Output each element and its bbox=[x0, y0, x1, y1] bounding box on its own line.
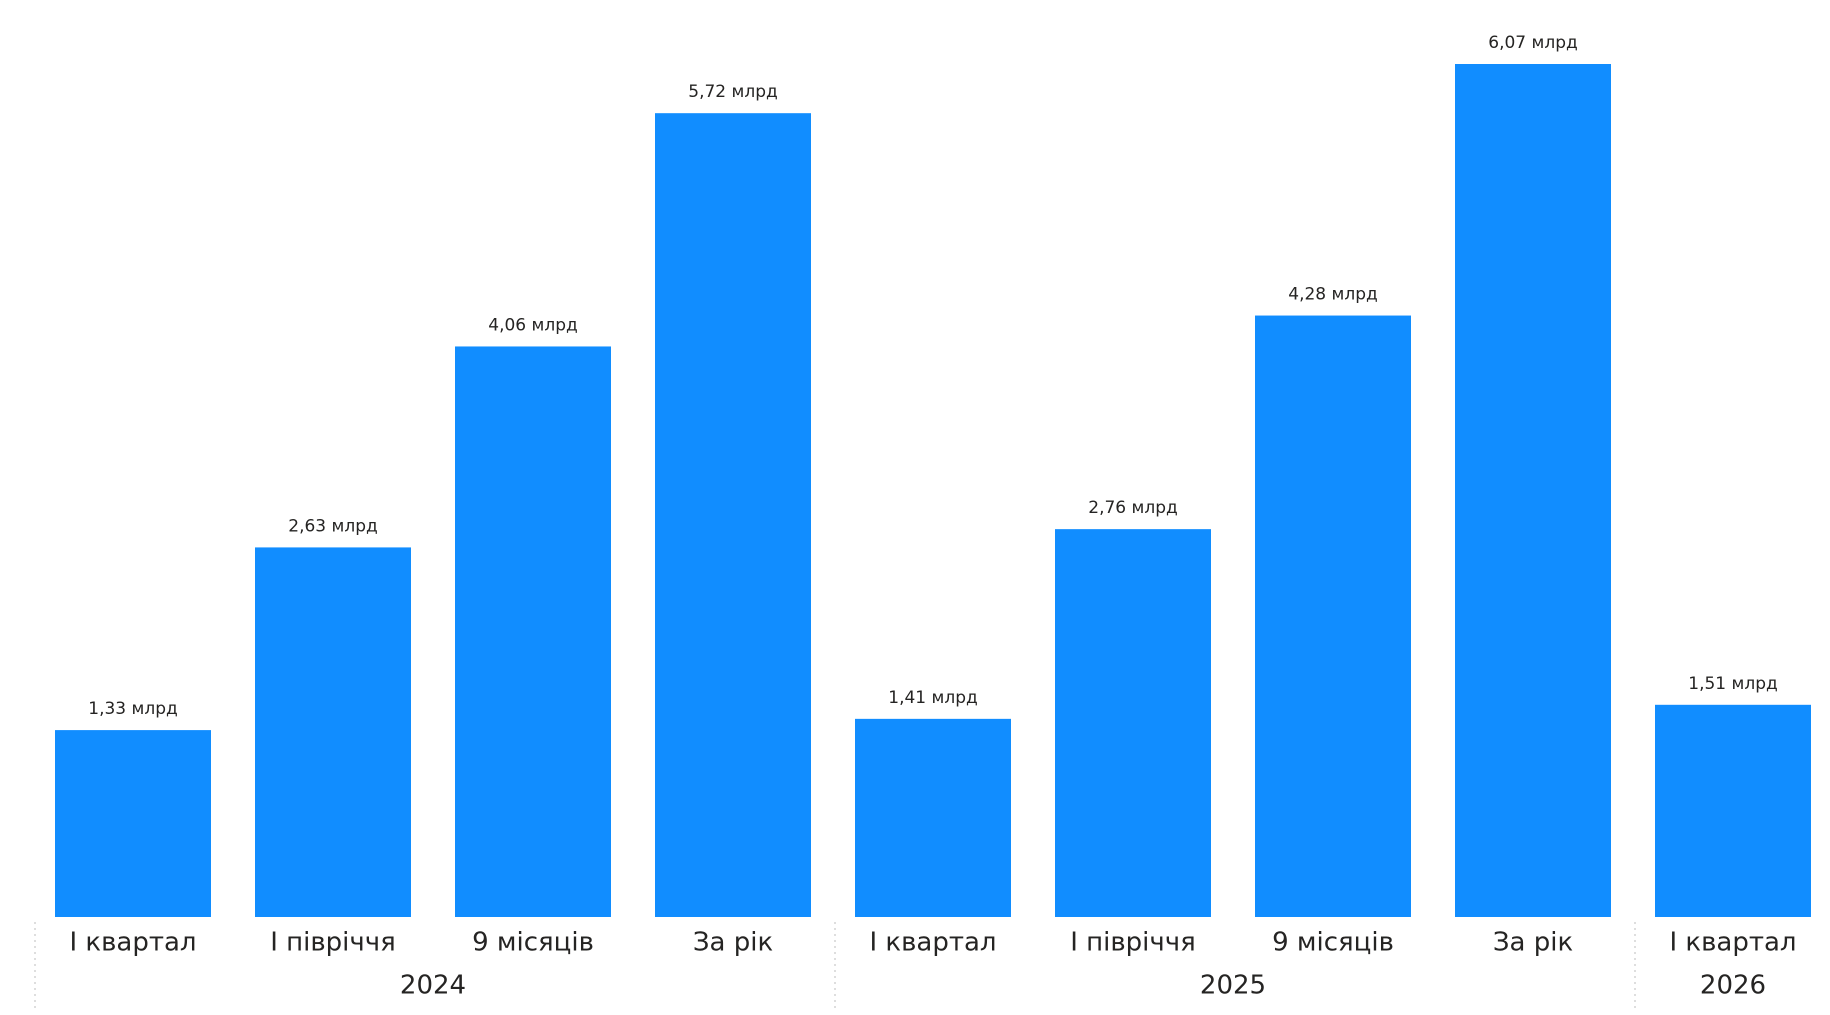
x-tick-label: I квартал bbox=[69, 928, 196, 958]
value-label: 6,07 млрд bbox=[1488, 33, 1578, 53]
value-label: 1,41 млрд bbox=[888, 688, 978, 708]
x-tick-label: За рік bbox=[693, 928, 773, 958]
value-label: 1,33 млрд bbox=[88, 699, 178, 719]
value-label: 4,06 млрд bbox=[488, 315, 578, 335]
group-label: 2025 bbox=[1200, 971, 1266, 1001]
value-label: 5,72 млрд bbox=[688, 82, 778, 102]
bar bbox=[655, 113, 811, 918]
group-label: 2026 bbox=[1700, 971, 1766, 1001]
x-tick-label: I півріччя bbox=[1070, 928, 1196, 958]
bar bbox=[255, 547, 411, 917]
x-tick-label: I півріччя bbox=[270, 928, 396, 958]
x-tick-label: За рік bbox=[1493, 928, 1573, 958]
value-label: 2,63 млрд bbox=[288, 516, 378, 536]
bar bbox=[1455, 64, 1611, 917]
bar bbox=[1655, 704, 1811, 917]
bar bbox=[1255, 315, 1411, 917]
x-tick-label: I квартал bbox=[1669, 928, 1796, 958]
x-tick-label: 9 місяців bbox=[1272, 928, 1394, 958]
value-label: 1,51 млрд bbox=[1688, 674, 1778, 694]
group-label: 2024 bbox=[400, 971, 466, 1001]
x-tick-label: 9 місяців bbox=[472, 928, 594, 958]
bar bbox=[55, 730, 211, 917]
bar bbox=[455, 346, 611, 918]
value-label: 2,76 млрд bbox=[1088, 498, 1178, 518]
x-tick-label: I квартал bbox=[869, 928, 996, 958]
bar bbox=[1055, 529, 1211, 917]
value-label: 4,28 млрд bbox=[1288, 285, 1378, 305]
bar bbox=[855, 718, 1011, 917]
